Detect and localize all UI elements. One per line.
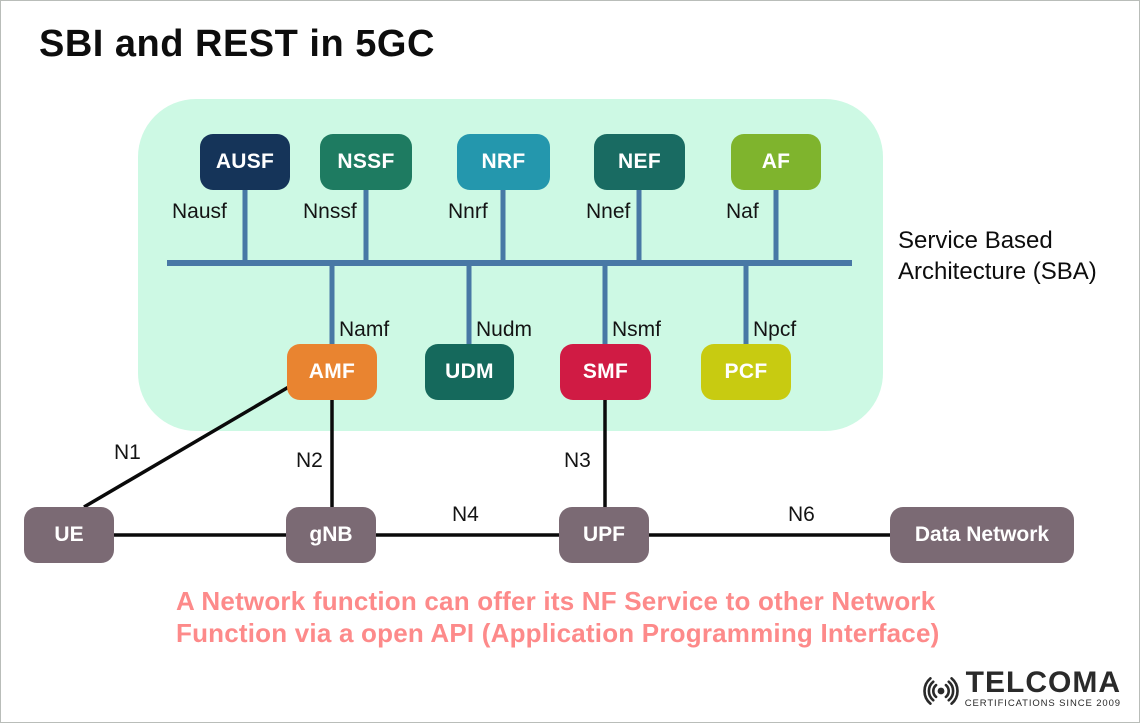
nf-box-nssf: NSSF — [320, 134, 412, 190]
node-label-ue: UE — [54, 523, 84, 546]
iface-label-nudm: Nudm — [476, 318, 533, 341]
nf-label-pcf: PCF — [724, 360, 768, 383]
nf-label-smf: SMF — [582, 360, 629, 383]
nf-label-ausf: AUSF — [215, 150, 275, 173]
nf-box-udm: UDM — [425, 344, 514, 400]
nf-service-note-line1: A Network function can offer its NF Serv… — [176, 586, 936, 616]
sba-caption-line2: Architecture (SBA) — [898, 258, 1097, 285]
nf-box-nef: NEF — [594, 134, 685, 190]
node-box-data-network: Data Network — [890, 507, 1074, 563]
nf-label-nef: NEF — [618, 150, 661, 173]
link-label-n1: N1 — [114, 441, 141, 464]
nf-service-note-line2: Function via a open API (Application Pro… — [176, 618, 940, 648]
nf-label-nssf: NSSF — [337, 150, 395, 173]
nf-box-af: AF — [731, 134, 821, 190]
nf-box-ausf: AUSF — [200, 134, 290, 190]
nf-label-amf: AMF — [308, 360, 356, 383]
link-label-n4: N4 — [452, 503, 479, 526]
iface-label-nnssf: Nnssf — [303, 200, 357, 223]
iface-label-nsmf: Nsmf — [612, 318, 661, 341]
nf-service-note: A Network function can offer its NF Serv… — [176, 585, 939, 649]
nf-box-amf: AMF — [287, 344, 377, 400]
iface-label-nnef: Nnef — [586, 200, 631, 223]
nf-box-smf: SMF — [560, 344, 651, 400]
nf-label-nrf: NRF — [481, 150, 526, 173]
iface-label-namf: Namf — [339, 318, 390, 341]
node-label-data-network: Data Network — [914, 523, 1050, 546]
node-label-gnb: gNB — [309, 523, 353, 546]
link-label-n3: N3 — [564, 449, 591, 472]
sba-caption-line1: Service Based — [898, 227, 1053, 254]
sba-caption: Service Based Architecture (SBA) — [898, 225, 1097, 287]
logo-text: TELCOMA CERTIFICATIONS SINCE 2009 — [964, 666, 1121, 710]
node-box-ue: UE — [24, 507, 114, 563]
node-box-gnb: gNB — [286, 507, 376, 563]
iface-label-npcf: Npcf — [753, 318, 797, 341]
iface-label-nnrf: Nnrf — [448, 200, 488, 223]
node-box-upf: UPF — [559, 507, 649, 563]
nf-box-pcf: PCF — [701, 344, 791, 400]
link-label-n2: N2 — [296, 449, 323, 472]
page-title: SBI and REST in 5GC — [39, 23, 435, 65]
link-label-n6: N6 — [788, 503, 815, 526]
iface-label-nausf: Nausf — [172, 200, 227, 223]
n1-link-line — [83, 376, 305, 509]
radio-waves-icon — [923, 677, 959, 705]
logo-name: TELCOMA — [965, 666, 1121, 699]
iface-label-naf: Naf — [726, 200, 759, 223]
telcoma-logo: TELCOMA CERTIFICATIONS SINCE 2009 — [919, 666, 1121, 713]
nf-box-nrf: NRF — [457, 134, 550, 190]
nf-label-udm: UDM — [445, 360, 494, 383]
node-label-upf: UPF — [583, 523, 625, 546]
logo-tagline: CERTIFICATIONS SINCE 2009 — [964, 698, 1121, 709]
nf-label-af: AF — [761, 150, 791, 173]
